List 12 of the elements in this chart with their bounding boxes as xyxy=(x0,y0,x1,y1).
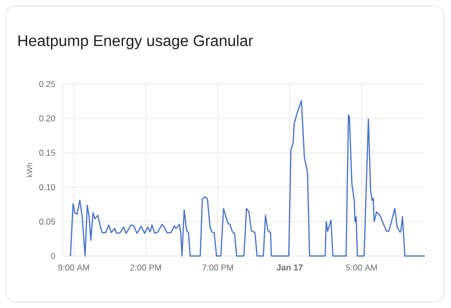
y-tick-label: 0.05 xyxy=(39,218,56,225)
y-tick-label: 0.15 xyxy=(39,150,56,156)
y-tick-label: 0.20 xyxy=(39,115,56,122)
y-tick-label: 0.10 xyxy=(39,184,56,190)
x-tick-label: Jan 17 xyxy=(276,264,303,270)
chart-title: Heatpump Energy usage Granular xyxy=(18,34,253,50)
x-tick-label: 7:00 PM xyxy=(202,264,233,271)
y-tick-label: 0.25 xyxy=(39,80,56,88)
x-tick-label: 2:00 PM xyxy=(130,264,161,271)
x-tick-label: 9:00 AM xyxy=(58,264,89,271)
y-tick-label: 0 xyxy=(51,252,56,260)
x-tick-label: 5:00 AM xyxy=(346,264,377,271)
